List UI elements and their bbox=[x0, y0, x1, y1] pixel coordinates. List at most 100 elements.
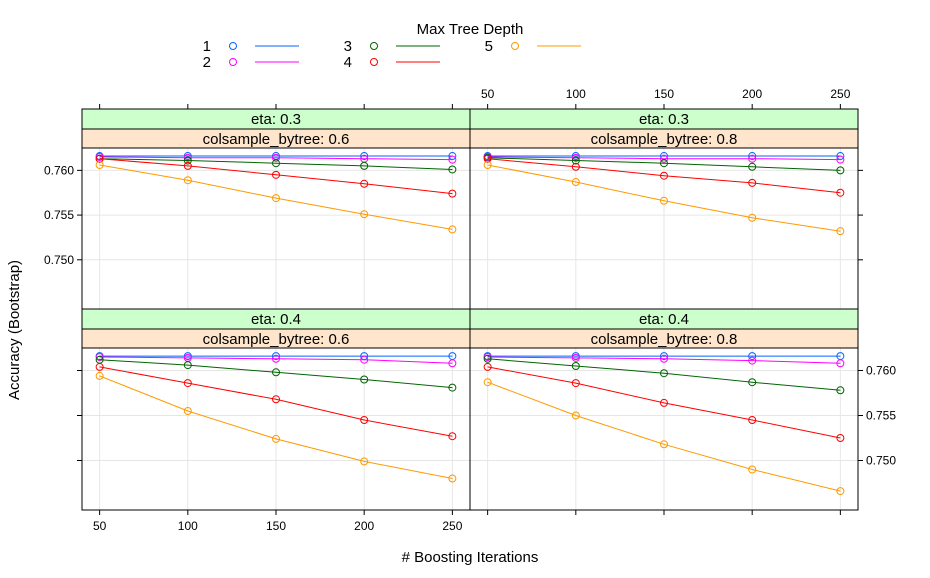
legend-title: Max Tree Depth bbox=[417, 21, 524, 38]
series-point-3 bbox=[660, 369, 668, 378]
series-point-4 bbox=[448, 189, 457, 198]
series-point-5 bbox=[660, 440, 668, 449]
series-point-4 bbox=[95, 362, 104, 371]
series-point-4 bbox=[748, 416, 757, 424]
series-point-5 bbox=[571, 411, 580, 420]
series-point-4 bbox=[483, 362, 492, 371]
series-point-2 bbox=[272, 153, 280, 162]
panel-3: eta: 0.4 colsample_bytree: 0.6 bbox=[81, 308, 471, 511]
series-point-3 bbox=[748, 162, 757, 171]
series-point-4 bbox=[836, 434, 845, 442]
x-tick-label: 200 bbox=[742, 87, 762, 101]
series-line-4 bbox=[99, 158, 453, 195]
strip-eta-label: eta: 0.3 bbox=[639, 111, 689, 128]
strip-colsample-label: colsample_bytree: 0.8 bbox=[591, 131, 738, 148]
series-line-4 bbox=[99, 366, 453, 437]
y-tick-label: 0.750 bbox=[44, 253, 74, 267]
x-tick-label: 200 bbox=[354, 519, 374, 533]
series-point-3 bbox=[360, 375, 369, 384]
panel-2: eta: 0.3 colsample_bytree: 0.8 bbox=[469, 108, 859, 310]
panels: eta: 0.3 colsample_bytree: 0.6 eta: 0.3 col… bbox=[81, 108, 859, 511]
y-tick-label: 0.755 bbox=[866, 409, 896, 423]
series-point-4 bbox=[183, 161, 192, 170]
legend-marker-2 bbox=[229, 58, 237, 66]
series-point-5 bbox=[183, 176, 192, 185]
series-point-3 bbox=[272, 159, 280, 168]
series-point-5 bbox=[836, 227, 845, 236]
series-point-5 bbox=[360, 457, 369, 466]
series-point-5 bbox=[660, 196, 668, 205]
series-line-3 bbox=[487, 358, 841, 391]
series-point-2 bbox=[571, 353, 580, 362]
series-point-3 bbox=[836, 166, 845, 175]
series-point-5 bbox=[272, 194, 280, 203]
legend-label-2: 2 bbox=[203, 54, 211, 71]
series-point-5 bbox=[483, 378, 492, 387]
panel-4: eta: 0.4 colsample_bytree: 0.8 bbox=[469, 308, 859, 511]
series-line-4 bbox=[487, 158, 841, 194]
series-point-4 bbox=[360, 179, 369, 188]
series-point-5 bbox=[448, 225, 457, 234]
series-line-3 bbox=[487, 157, 841, 171]
y-axis-title: Accuracy (Bootstrap) bbox=[6, 260, 23, 400]
x-tick-label: 150 bbox=[654, 87, 674, 101]
series-point-3 bbox=[183, 156, 192, 165]
series-point-4 bbox=[483, 154, 492, 163]
series-line-5 bbox=[99, 164, 453, 230]
x-tick-label: 250 bbox=[830, 87, 850, 101]
series-point-2 bbox=[748, 356, 757, 365]
series-point-2 bbox=[836, 359, 845, 368]
series-point-5 bbox=[483, 160, 492, 169]
series-point-4 bbox=[571, 379, 580, 388]
series-line-5 bbox=[487, 381, 841, 492]
y-tick-label: 0.760 bbox=[44, 163, 74, 177]
y-tick-label: 0.760 bbox=[866, 364, 896, 378]
legend-label-5: 5 bbox=[485, 38, 493, 55]
y-tick-label: 0.755 bbox=[44, 208, 74, 222]
strip-eta-label: eta: 0.4 bbox=[251, 311, 301, 328]
series-point-4 bbox=[272, 395, 280, 404]
strip-colsample-label: colsample_bytree: 0.8 bbox=[591, 331, 738, 348]
axes: 50 100 150 200 250 50 100 150 200 250 0.750 0.755 0.… bbox=[44, 87, 896, 533]
legend-label-4: 4 bbox=[344, 54, 352, 71]
series-point-1 bbox=[360, 152, 369, 161]
x-tick-label: 100 bbox=[566, 87, 586, 101]
series-point-5 bbox=[748, 465, 757, 474]
series-point-3 bbox=[272, 368, 280, 377]
series-point-1 bbox=[660, 352, 668, 361]
series-point-5 bbox=[836, 487, 845, 496]
series-point-3 bbox=[448, 165, 457, 174]
legend-marker-5 bbox=[511, 42, 519, 50]
series-point-5 bbox=[448, 474, 457, 483]
series-point-5 bbox=[748, 213, 757, 222]
series-point-3 bbox=[748, 378, 757, 387]
series-point-2 bbox=[836, 155, 845, 164]
series-point-1 bbox=[748, 352, 757, 361]
series-point-5 bbox=[95, 371, 104, 380]
series-point-3 bbox=[183, 361, 192, 370]
strip-colsample-label: colsample_bytree: 0.6 bbox=[203, 331, 350, 348]
series-point-1 bbox=[272, 352, 280, 361]
legend: Max Tree Depth 12 34 5 bbox=[203, 21, 581, 71]
series-line-3 bbox=[99, 158, 453, 170]
x-tick-label: 250 bbox=[442, 519, 462, 533]
x-axis-title: # Boosting Iterations bbox=[402, 549, 539, 566]
legend-label-1: 1 bbox=[203, 38, 211, 55]
series-point-3 bbox=[483, 354, 492, 363]
series-point-5 bbox=[571, 177, 580, 186]
x-tick-label: 50 bbox=[93, 519, 107, 533]
series-point-2 bbox=[272, 354, 280, 363]
series-point-4 bbox=[660, 398, 668, 407]
series-point-3 bbox=[836, 386, 845, 395]
strip-colsample-label: colsample_bytree: 0.6 bbox=[203, 131, 350, 148]
series-point-3 bbox=[448, 383, 457, 392]
series-point-5 bbox=[95, 160, 104, 169]
series-line-5 bbox=[99, 375, 453, 479]
series-point-2 bbox=[448, 359, 457, 368]
legend-marker-4 bbox=[370, 58, 378, 66]
series-point-4 bbox=[360, 416, 369, 424]
series-point-4 bbox=[95, 154, 104, 163]
series-point-4 bbox=[448, 432, 457, 441]
series-point-5 bbox=[183, 407, 192, 415]
